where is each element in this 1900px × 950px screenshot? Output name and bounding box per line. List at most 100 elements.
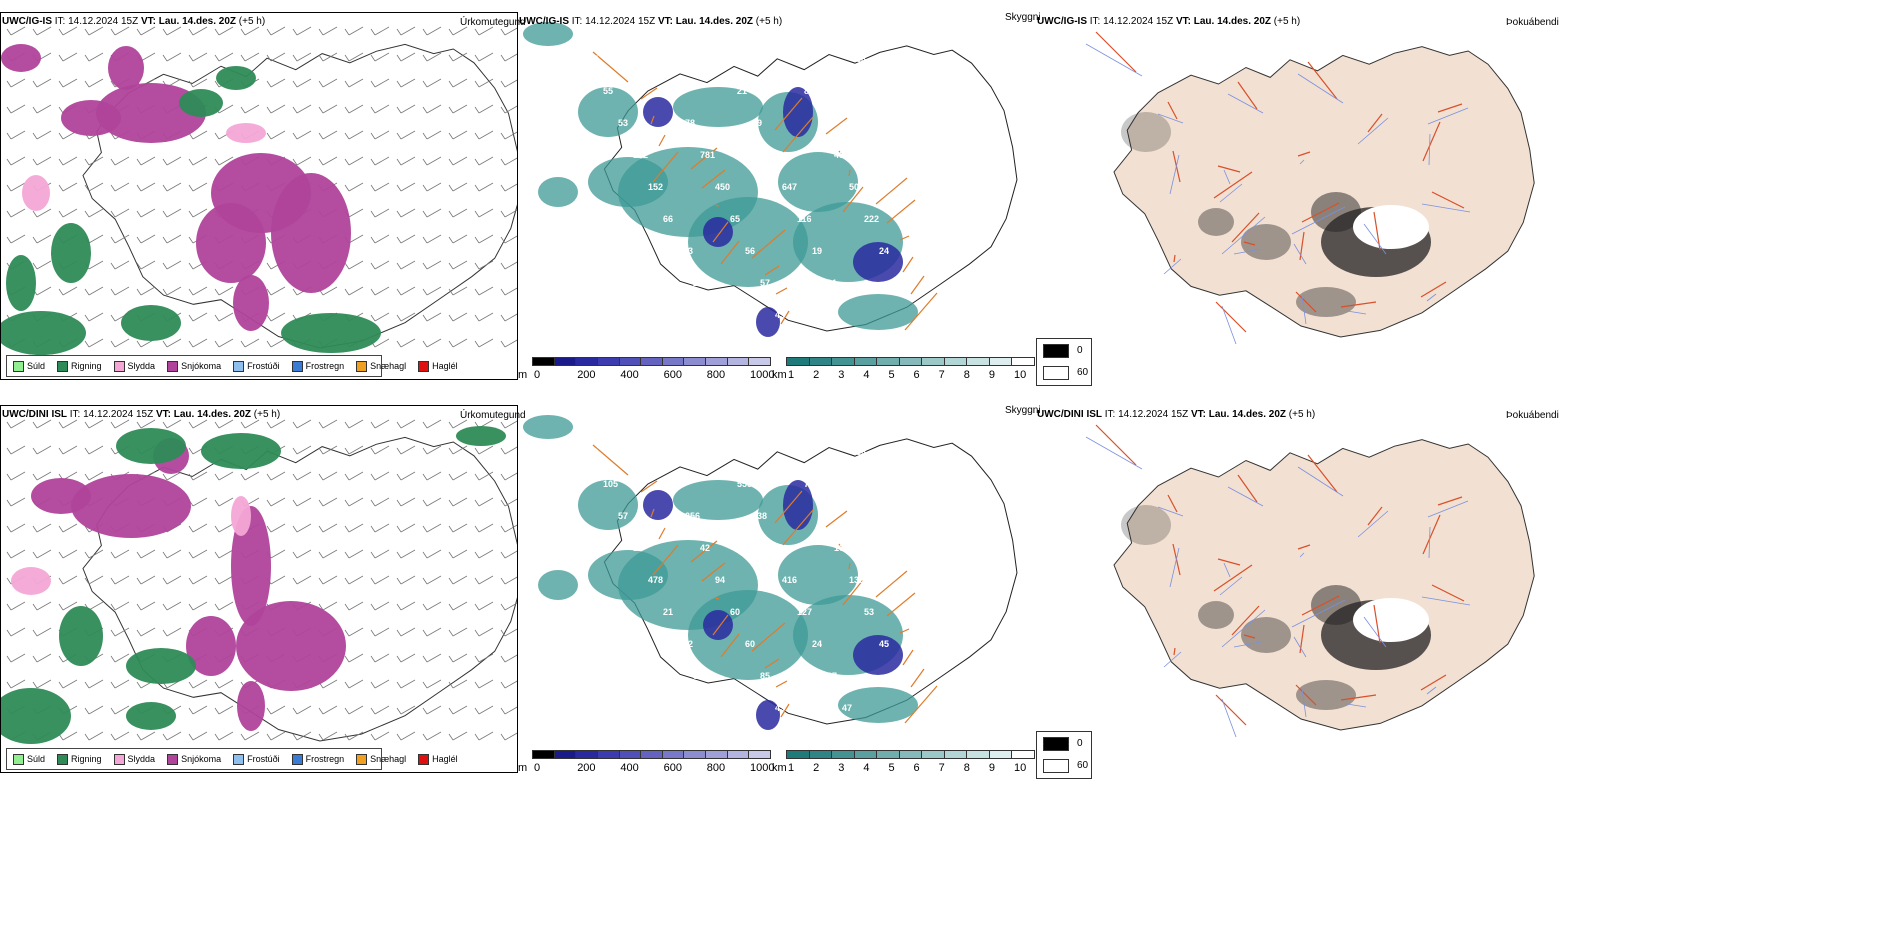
- legend-item: Frostregn: [291, 360, 344, 372]
- precip-area: [201, 433, 281, 469]
- wind-barb: [318, 445, 338, 455]
- wind-barb: [110, 260, 130, 270]
- cloudbase-label: 478: [648, 575, 663, 585]
- river-line: [1427, 107, 1469, 125]
- fog-area: [1296, 680, 1356, 710]
- wind-barb: [110, 653, 130, 663]
- wind-barb: [500, 287, 517, 296]
- visibility-area: [778, 152, 858, 212]
- legend-item: Slydda: [113, 753, 155, 765]
- wind-barb: [448, 497, 468, 507]
- river-line: [1426, 293, 1437, 302]
- wind-barb: [318, 104, 338, 114]
- precip-area: [51, 223, 91, 283]
- cloudbase-label: 298: [901, 543, 916, 553]
- road-line: [1422, 121, 1441, 162]
- river-line: [1219, 576, 1243, 596]
- road-line: [825, 510, 848, 528]
- cloudbase-colorbar-tick: 0: [534, 762, 541, 774]
- wind-barb: [500, 27, 517, 36]
- visibility-colorbar-tick: 7: [938, 762, 945, 774]
- wind-barb: [188, 497, 208, 507]
- precip-area: [1, 311, 86, 355]
- cloudbase-colorbar-tick: 1000: [750, 762, 775, 774]
- wind-barb: [370, 78, 390, 88]
- wind-barb: [292, 549, 312, 559]
- wind-barb: [422, 445, 442, 455]
- wind-barb: [448, 78, 468, 88]
- wind-barb: [136, 208, 156, 218]
- wind-barb: [396, 156, 416, 166]
- cloudbase-label: 104: [834, 543, 849, 553]
- cloudbase-label: 43: [775, 703, 785, 713]
- legend-item: Snæhagl: [356, 753, 406, 765]
- legend-swatch: [356, 753, 368, 765]
- fog-area: [1296, 287, 1356, 317]
- cloudbase-colorbar-tick: 600: [663, 369, 682, 381]
- wind-barb: [422, 234, 442, 244]
- cloudbase-colorbar-unit: m: [518, 762, 528, 774]
- fog-area: [1241, 617, 1291, 653]
- cloudbase-label: 116: [797, 214, 812, 224]
- wind-barb: [162, 731, 182, 741]
- wind-barb: [422, 156, 442, 166]
- wind-barb: [500, 706, 517, 715]
- legend-label: Rigning: [71, 754, 102, 764]
- wind-barb: [370, 627, 390, 637]
- wind-barb: [292, 78, 312, 88]
- precip-type-map-1: Súld Rigning Slydda Snjókoma Frostúði Frostre…: [0, 12, 518, 380]
- legend-swatch: [233, 753, 245, 765]
- legend-swatch: [57, 753, 69, 765]
- road-line: [842, 186, 864, 213]
- road-line: [910, 668, 925, 688]
- river-line: [1223, 169, 1231, 185]
- cloudbase-colorbar-swatch: [640, 357, 663, 366]
- wind-barb: [370, 286, 390, 296]
- road-line: [720, 240, 740, 265]
- wind-barb: [136, 575, 156, 585]
- visibility-colorbar-swatch: [898, 750, 923, 759]
- road-line: [650, 508, 655, 518]
- cloudbase-label: 10: [655, 54, 665, 64]
- wind-barb: [266, 52, 286, 62]
- legend-label: Súld: [27, 361, 46, 371]
- cloudbase-label: 38: [856, 54, 866, 64]
- road-line: [1431, 584, 1465, 602]
- iceland-outline: [1113, 46, 1535, 338]
- wind-barb: [162, 471, 182, 481]
- cloudbase-label: 102: [596, 214, 611, 224]
- cloudbase-label: 123: [678, 246, 693, 256]
- river-line: [1301, 688, 1307, 718]
- wind-barb: [292, 523, 312, 533]
- wind-barb: [58, 26, 78, 36]
- wind-barb: [58, 419, 78, 429]
- cloudbase-label: 824: [708, 703, 723, 713]
- wind-barb: [448, 260, 468, 270]
- legend-label: Snjókoma: [181, 754, 222, 764]
- wind-barb: [474, 601, 494, 611]
- fog-area: [1121, 505, 1171, 545]
- road-line: [774, 490, 803, 524]
- wind-barb: [396, 549, 416, 559]
- precip-area: [116, 428, 186, 464]
- wind-barb: [474, 234, 494, 244]
- road-line: [650, 115, 655, 125]
- legend-swatch: [113, 753, 125, 765]
- wind-barb: [292, 130, 312, 140]
- visibility-colorbar-tick: 5: [888, 762, 895, 774]
- cloudbase-colorbar-swatch: [553, 357, 577, 366]
- visibility-colorbar-tick: 6: [913, 762, 920, 774]
- fog-area: [1198, 208, 1234, 236]
- wind-barb: [474, 78, 494, 88]
- road-line: [1340, 694, 1377, 701]
- wind-barb: [188, 208, 208, 218]
- wind-barb: [370, 523, 390, 533]
- legend-label: Frostregn: [305, 754, 345, 764]
- wind-barb: [32, 26, 52, 36]
- wind-barb: [84, 78, 104, 88]
- road-line: [1340, 301, 1377, 308]
- wind-barb: [6, 104, 26, 114]
- wind-barb: [32, 234, 52, 244]
- cloudbase-colorbar-swatch: [748, 357, 771, 366]
- visibility-area: [578, 480, 638, 530]
